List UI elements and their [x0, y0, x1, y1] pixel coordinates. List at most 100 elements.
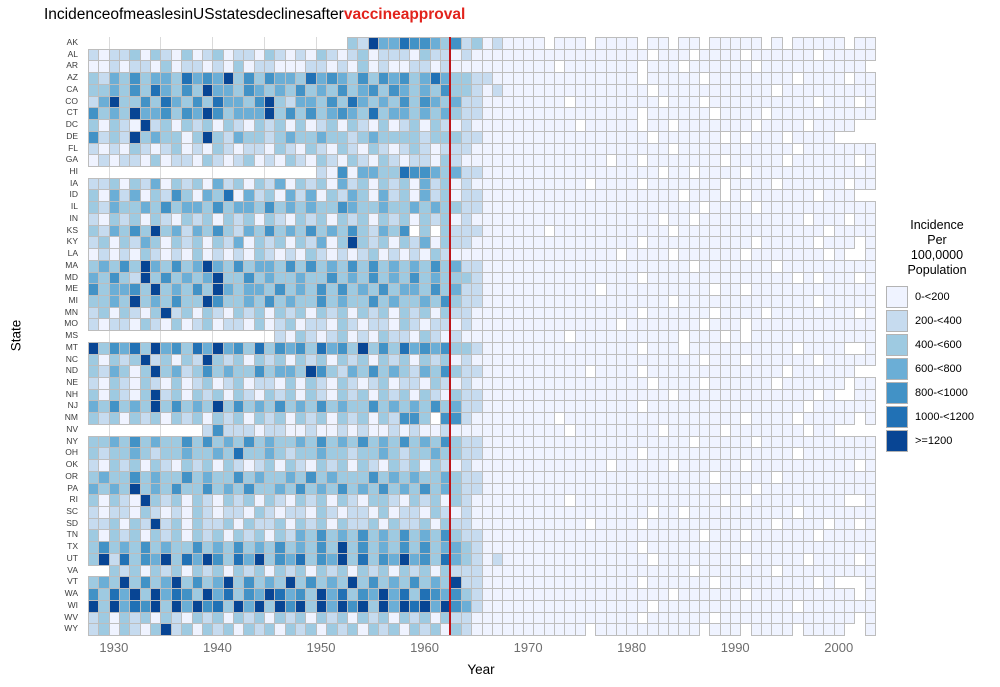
grid-line — [160, 37, 161, 635]
state-label: NY — [66, 435, 78, 446]
heatmap-cell — [751, 107, 762, 120]
state-label: OK — [65, 459, 78, 470]
state-label: GA — [65, 154, 78, 165]
heatmap-cell — [575, 623, 586, 636]
state-label: DC — [65, 119, 78, 130]
state-label: CO — [65, 95, 78, 106]
year-tick-label: 2000 — [824, 640, 854, 655]
heatmap-cell — [740, 236, 752, 249]
legend-title: Incidence Per 100,0000 Population — [882, 218, 992, 278]
heatmap-cell — [865, 354, 876, 366]
legend-item: 1000-<1200 — [886, 406, 1000, 428]
state-label: AK — [66, 37, 78, 47]
heatmap-cell — [689, 37, 700, 50]
y-axis-tick-labels: AK AL AR AZ CA CO CT DC DE FL GA HI IA ID IL IN KS KY LA MA… — [0, 37, 83, 635]
state-label: WA — [64, 588, 78, 599]
legend-swatch — [886, 358, 908, 380]
legend-swatch — [886, 406, 908, 428]
legend-swatch — [886, 430, 908, 452]
heatmap-cell — [865, 178, 876, 190]
state-label: MI — [68, 294, 78, 305]
state-label: ME — [65, 283, 78, 294]
legend: Incidence Per 100,0000 Population 0-<200 200… — [882, 218, 1000, 454]
legend-label: 400-<600 — [915, 339, 962, 351]
year-tick-label: 1990 — [720, 640, 750, 655]
legend-item: 800-<1000 — [886, 382, 1000, 404]
heatmap-cell — [782, 143, 793, 155]
legend-swatch — [886, 310, 908, 332]
grid-line — [264, 37, 265, 635]
state-label: SC — [66, 506, 78, 517]
year-tick-label: 1940 — [202, 640, 232, 655]
state-label: AL — [67, 48, 78, 59]
legend-swatch — [886, 334, 908, 356]
state-label: VA — [67, 564, 78, 575]
state-label: NV — [66, 423, 78, 434]
heatmap-cell — [844, 236, 855, 249]
state-label: LA — [67, 248, 78, 259]
chart-title: IncidenceofmeaslesinUSstatesdeclinesafte… — [44, 6, 465, 24]
heatmap-cell — [844, 412, 855, 425]
heatmap-cell — [637, 49, 648, 61]
heatmap-cell — [730, 623, 741, 636]
year-tick-label: 1930 — [99, 640, 129, 655]
state-label: SD — [66, 517, 78, 528]
legend-title-line: Per — [927, 233, 947, 247]
legend-items: 0-<200 200-<400 400-<600 600-<800 800-<1000 1… — [882, 286, 1000, 452]
state-label: IL — [70, 201, 78, 212]
legend-label: 1000-<1200 — [915, 411, 975, 423]
heatmap-cell — [834, 377, 845, 390]
heatmap-cell — [844, 119, 855, 132]
state-label: NH — [65, 388, 78, 399]
state-label: ND — [65, 365, 78, 376]
state-label: AR — [66, 60, 78, 71]
legend-label: >=1200 — [915, 435, 953, 447]
legend-item: 600-<800 — [886, 358, 1000, 380]
x-axis-tick-labels: 1930 1940 1950 1960 1970 1980 1990 2000 — [88, 640, 875, 656]
chart-title-highlight: vaccineapproval — [343, 6, 466, 23]
heatmap-cell — [844, 612, 855, 624]
heatmap-cell — [865, 49, 876, 61]
state-label: MT — [65, 341, 78, 352]
legend-title-line: Incidence — [910, 218, 964, 232]
state-label: WV — [64, 611, 78, 622]
state-label: KS — [66, 224, 78, 235]
state-label: NC — [65, 353, 78, 364]
state-label: NM — [64, 412, 78, 423]
legend-title-line: Population — [907, 263, 967, 277]
state-label: TX — [67, 541, 78, 552]
grid-line — [109, 37, 110, 635]
legend-swatch — [886, 382, 908, 404]
heatmap-cell — [813, 225, 824, 237]
state-label: NJ — [67, 400, 78, 411]
heatmap-cell — [834, 623, 845, 636]
state-label: MA — [65, 259, 78, 270]
heatmap-cell — [678, 49, 690, 61]
heatmap-cell — [782, 623, 793, 636]
state-label: PA — [67, 482, 78, 493]
state-label: UT — [66, 552, 78, 563]
state-label: WY — [64, 623, 78, 634]
legend-swatch — [886, 286, 908, 308]
state-label: IA — [69, 177, 78, 188]
state-label: MN — [64, 306, 78, 317]
legend-label: 200-<400 — [915, 315, 962, 327]
state-label: NE — [66, 377, 78, 388]
state-label: MS — [65, 330, 78, 341]
heatmap-cell — [865, 412, 876, 425]
year-tick-label: 1950 — [306, 640, 336, 655]
heatmap-cell — [740, 119, 752, 132]
legend-label: 600-<800 — [915, 363, 962, 375]
state-label: OR — [65, 470, 78, 481]
year-tick-label: 1980 — [617, 640, 647, 655]
state-label: CA — [66, 83, 78, 94]
year-tick-label: 1960 — [410, 640, 439, 655]
legend-label: 0-<200 — [915, 291, 950, 303]
grid-line — [212, 37, 213, 635]
state-label: HI — [69, 165, 79, 176]
heatmap-panel — [88, 37, 876, 636]
legend-title-line: 100,0000 — [910, 248, 964, 262]
vaccine-approval-line — [449, 37, 451, 635]
state-label: FL — [68, 142, 78, 153]
